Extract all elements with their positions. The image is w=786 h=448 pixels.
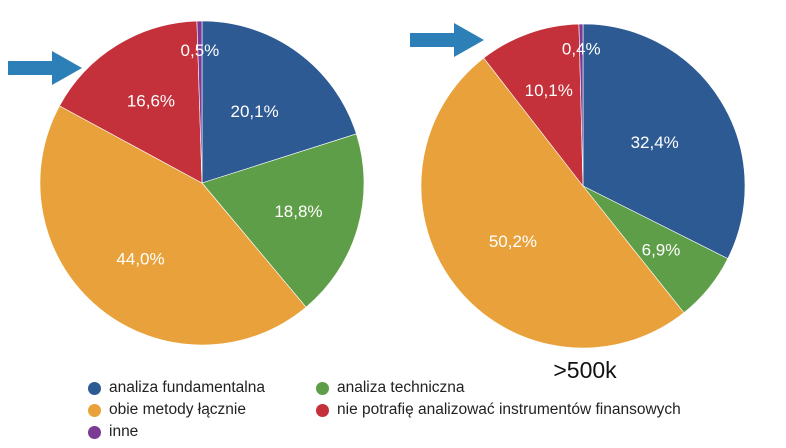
legend: analiza fundamentalna analiza techniczna… — [88, 378, 748, 444]
pie-slice-obie-metody — [39, 105, 307, 346]
legend-marker — [88, 425, 101, 439]
slice-label-nie-potrafie: 10,1% — [525, 81, 573, 100]
legend-label: analiza fundamentalna — [109, 379, 265, 396]
pie-slice-inne — [578, 23, 584, 187]
slice-label-fundamentalna: 20,1% — [230, 102, 278, 121]
slice-label-obie-metody: 50,2% — [489, 232, 537, 251]
slice-label-fundamentalna: 32,4% — [631, 133, 679, 152]
pie-slice-inne — [196, 20, 203, 184]
pie-slice-obie-metody — [420, 57, 685, 349]
pie-slice-fundamentalna — [201, 20, 357, 184]
slice-label-inne: 0,4% — [562, 39, 601, 58]
legend-item-analiza-fundamentalna: analiza fundamentalna — [88, 378, 265, 398]
arrow-icon — [8, 51, 82, 85]
legend-marker — [316, 381, 329, 395]
legend-marker — [316, 403, 329, 417]
slice-label-obie-metody: 44,0% — [116, 249, 164, 268]
slice-label-inne: 0,5% — [181, 41, 220, 60]
legend-item-obie-metody: obie metody łącznie — [88, 400, 246, 420]
legend-marker — [88, 381, 101, 395]
legend-item-inne: inne — [88, 422, 138, 442]
pie-chart-right-caption: >500k — [553, 357, 617, 383]
legend-label: obie metody łącznie — [109, 401, 246, 418]
legend-marker — [88, 403, 101, 417]
pie-slice-techniczna — [201, 133, 365, 308]
legend-item-nie-potrafie: nie potrafię analizować instrumentów fin… — [316, 400, 681, 420]
pie-chart-left: 20,1% 18,8% 44,0% 16,6% 0,5% — [8, 20, 365, 346]
legend-item-analiza-techniczna: analiza techniczna — [316, 378, 465, 398]
pie-chart-right: 32,4% 6,9% 50,2% 10,1% 0,4% — [410, 23, 746, 349]
legend-label: analiza techniczna — [337, 379, 465, 396]
pie-slice-nie-potrafie — [59, 20, 203, 184]
legend-label: nie potrafię analizować instrumentów fin… — [337, 401, 681, 418]
slice-label-techniczna: 6,9% — [642, 240, 681, 259]
arrow-icon — [410, 23, 484, 57]
pie-slice-fundamentalna — [582, 23, 746, 260]
slice-label-techniczna: 18,8% — [274, 202, 322, 221]
slice-label-nie-potrafie: 16,6% — [127, 91, 175, 110]
legend-label: inne — [109, 423, 139, 440]
pie-slice-nie-potrafie — [483, 23, 584, 187]
